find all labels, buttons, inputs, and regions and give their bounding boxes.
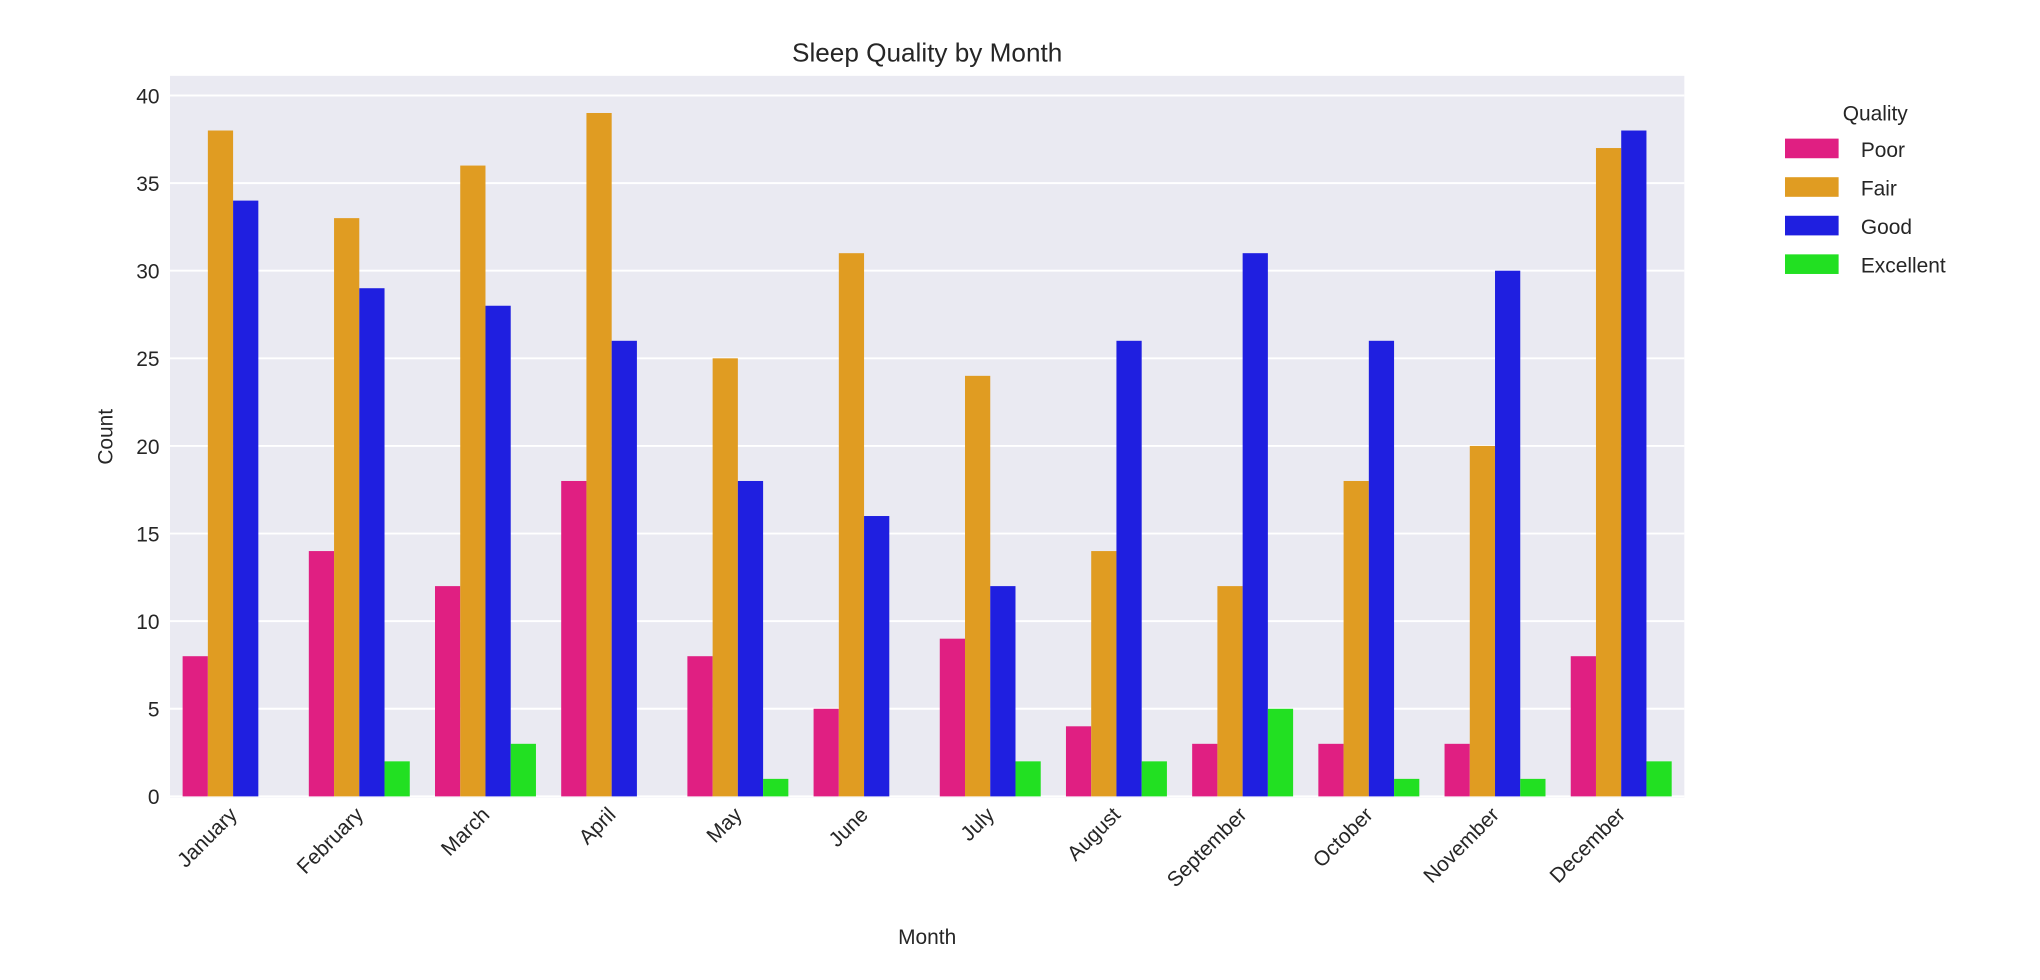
bar-good-december	[1621, 130, 1647, 797]
bar-good-april	[611, 340, 637, 797]
bar-good-november	[1495, 270, 1521, 797]
bar-fair-december	[1595, 148, 1622, 797]
plot-background	[170, 75, 1685, 798]
x-tick-label: May	[702, 803, 747, 848]
legend-label: Poor	[1861, 139, 1905, 162]
legend-swatch-good	[1785, 215, 1839, 236]
bar-fair-march	[460, 165, 486, 797]
bar-good-march	[485, 305, 511, 797]
bar-good-january	[233, 200, 259, 797]
bar-excellent-march	[510, 743, 536, 797]
bar-poor-june	[813, 708, 839, 797]
bar-fair-april	[586, 112, 612, 797]
bar-poor-may	[687, 656, 713, 797]
y-tick-label: 0	[148, 786, 160, 809]
bar-good-may	[737, 480, 764, 797]
x-tick-label: October	[1309, 803, 1378, 872]
x-tick-label: April	[575, 803, 621, 849]
x-tick-label: February	[293, 803, 369, 879]
x-tick-label: September	[1163, 803, 1252, 892]
bar-fair-july	[965, 375, 991, 797]
x-tick-label: March	[437, 803, 494, 860]
bar-excellent-february	[384, 761, 410, 797]
bar-poor-november	[1444, 743, 1470, 797]
bar-fair-august	[1091, 551, 1117, 797]
bar-poor-january	[182, 656, 208, 797]
bar-good-july	[990, 586, 1016, 797]
y-tick-labels: 0 5 10 15 20 25 30 35 40	[136, 85, 159, 809]
bar-excellent-july	[1015, 761, 1041, 797]
bar-fair-september	[1217, 586, 1243, 797]
x-axis-label: Month	[898, 926, 956, 949]
bar-poor-july	[939, 638, 966, 797]
y-tick-label: 40	[136, 85, 159, 108]
bar-poor-september	[1192, 743, 1218, 797]
y-tick-label: 5	[148, 699, 160, 722]
x-tick-labels: January February March April May June July Augu…	[173, 803, 1630, 892]
bar-good-june	[864, 516, 890, 797]
legend-title: Quality	[1843, 102, 1909, 125]
legend-swatch-fair	[1785, 177, 1839, 197]
y-tick-label: 35	[136, 173, 159, 196]
x-tick-label: December	[1546, 803, 1630, 887]
bar-excellent-november	[1520, 778, 1546, 797]
bar-fair-february	[334, 218, 360, 797]
x-tick-label: June	[824, 803, 872, 851]
bar-fair-january	[207, 130, 234, 797]
y-tick-label: 15	[136, 523, 159, 546]
bar-fair-october	[1343, 480, 1369, 797]
bar-excellent-may	[763, 778, 789, 797]
bars	[182, 112, 1672, 797]
legend-label: Fair	[1861, 178, 1897, 201]
y-tick-label: 30	[136, 261, 159, 284]
legend: Quality Poor Fair Good Excellent	[1785, 102, 1946, 278]
legend-label: Good	[1861, 216, 1912, 239]
bar-poor-august	[1065, 726, 1092, 797]
bar-excellent-december	[1646, 761, 1672, 797]
chart-title: Sleep Quality by Month	[792, 37, 1062, 67]
bar-fair-november	[1469, 445, 1496, 797]
x-tick-label: August	[1063, 803, 1125, 865]
bar-good-september	[1242, 253, 1268, 797]
legend-swatch-excellent	[1785, 254, 1839, 274]
y-tick-label: 10	[136, 611, 159, 634]
x-tick-label: November	[1419, 803, 1503, 887]
bar-poor-december	[1570, 656, 1596, 797]
bar-excellent-october	[1394, 778, 1420, 797]
bar-excellent-august	[1141, 761, 1167, 797]
legend-label: Excellent	[1861, 255, 1946, 278]
bar-good-february	[359, 288, 385, 797]
legend-swatch-poor	[1785, 138, 1839, 159]
x-tick-label: January	[173, 803, 242, 872]
bar-good-august	[1116, 340, 1142, 797]
bar-good-october	[1368, 340, 1395, 797]
bar-excellent-september	[1267, 708, 1294, 797]
bar-poor-february	[308, 551, 335, 797]
bar-fair-may	[712, 358, 738, 797]
y-tick-label: 25	[136, 348, 159, 371]
bar-poor-march	[435, 586, 461, 797]
y-axis-label: Count	[94, 409, 117, 465]
bar-fair-june	[838, 253, 865, 797]
gridlines	[170, 94, 1685, 798]
bar-poor-october	[1318, 743, 1344, 797]
bar-poor-april	[561, 480, 587, 797]
y-tick-label: 20	[136, 436, 159, 459]
x-tick-label: July	[956, 803, 999, 846]
